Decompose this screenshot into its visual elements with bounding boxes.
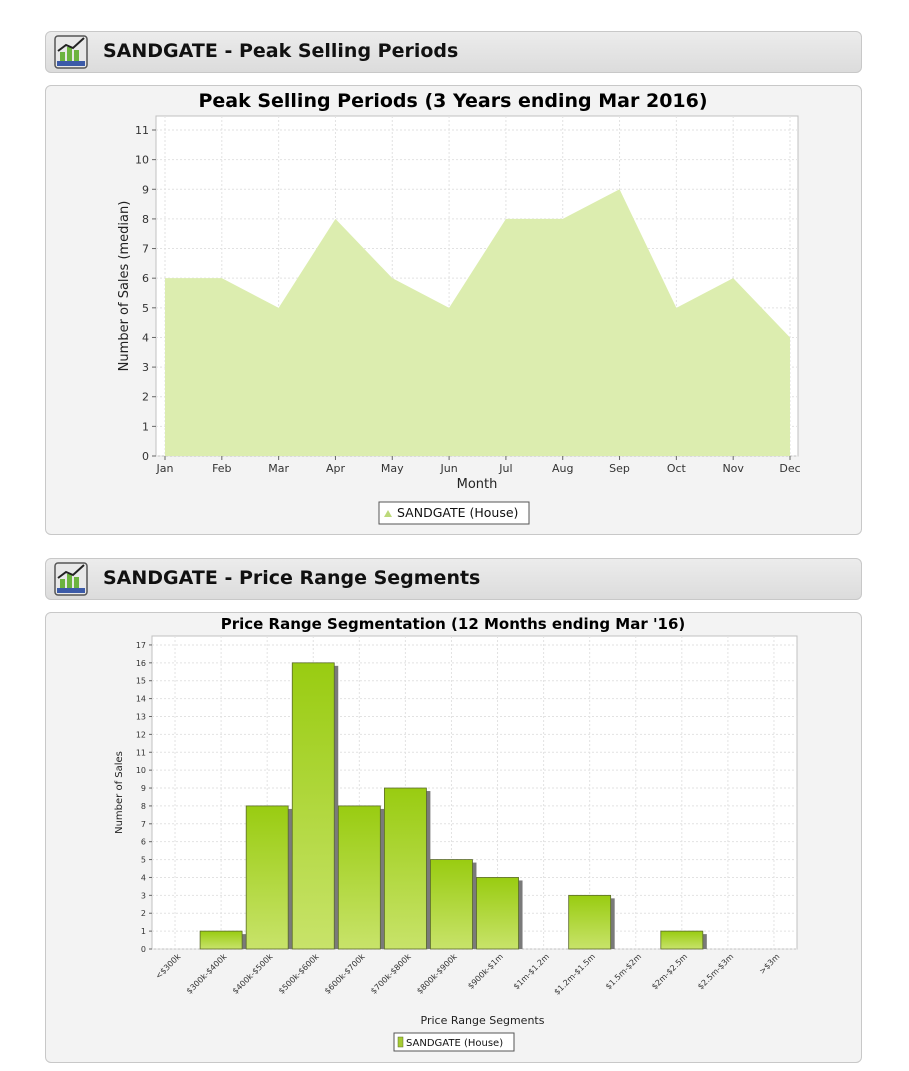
x-tick-label: Sep bbox=[609, 462, 630, 475]
y-tick-label: 3 bbox=[141, 891, 146, 900]
y-tick-label: 6 bbox=[142, 272, 149, 285]
x-tick-label: Apr bbox=[326, 462, 346, 475]
price-range-chart: Price Range Segmentation (12 Months endi… bbox=[114, 615, 798, 1052]
x-tick-label: Aug bbox=[552, 462, 573, 475]
x-tick-label: Nov bbox=[722, 462, 744, 475]
y-axis-label: Number of Sales (median) bbox=[117, 201, 132, 372]
bar-$900k-$1m bbox=[476, 877, 519, 950]
bar-$700k-$800k bbox=[383, 787, 427, 950]
x-tick-label: $2.5m-$3m bbox=[696, 952, 735, 991]
section-title: SANDGATE - Price Range Segments bbox=[103, 567, 481, 589]
y-tick-label: 10 bbox=[135, 154, 149, 167]
x-tick-label: Jul bbox=[498, 462, 512, 475]
y-tick-label: 10 bbox=[136, 766, 146, 775]
x-tick-label: $300k-$400k bbox=[185, 952, 229, 996]
legend-marker bbox=[397, 1036, 404, 1048]
y-tick-label: 4 bbox=[141, 873, 146, 882]
x-tick-label: $600k-$700k bbox=[323, 952, 367, 996]
x-tick-label: $1.2m-$1.5m bbox=[552, 952, 597, 997]
legend-label: SANDGATE (House) bbox=[397, 505, 518, 520]
price-range-panel: Price Range Segmentation (12 Months endi… bbox=[45, 612, 862, 1063]
legend: SANDGATE (House) bbox=[393, 1032, 515, 1052]
y-axis-label: Number of Sales bbox=[114, 751, 125, 834]
x-tick-label: $800k-$900k bbox=[415, 952, 459, 996]
area-series-sandgate bbox=[165, 189, 790, 456]
x-tick-label: $400k-$500k bbox=[231, 952, 275, 996]
x-tick-label: >$3m bbox=[758, 952, 782, 976]
x-tick-label: $2m-$2.5m bbox=[650, 952, 689, 991]
bar-$2m-$2.5m bbox=[660, 930, 704, 950]
bar-$500k-$600k bbox=[291, 662, 335, 950]
y-tick-label: 15 bbox=[136, 677, 146, 686]
x-tick-label: Feb bbox=[212, 462, 231, 475]
y-tick-label: 1 bbox=[142, 420, 149, 433]
y-tick-label: 5 bbox=[141, 856, 146, 865]
legend: SANDGATE (House) bbox=[378, 501, 530, 525]
x-tick-label: $900k-$1m bbox=[466, 952, 505, 991]
x-tick-label: <$300k bbox=[154, 952, 183, 981]
x-tick-label: Oct bbox=[667, 462, 687, 475]
y-tick-label: 16 bbox=[136, 659, 146, 668]
y-tick-label: 8 bbox=[141, 802, 146, 811]
y-tick-label: 13 bbox=[136, 712, 146, 721]
y-tick-label: 3 bbox=[142, 361, 149, 374]
y-tick-label: 14 bbox=[136, 695, 146, 704]
y-tick-label: 7 bbox=[141, 820, 146, 829]
y-tick-label: 11 bbox=[135, 124, 149, 137]
bar-$800k-$900k bbox=[430, 859, 473, 950]
y-tick-label: 9 bbox=[141, 784, 146, 793]
y-tick-label: 2 bbox=[142, 391, 149, 404]
legend-box bbox=[378, 501, 530, 525]
y-tick-label: 5 bbox=[142, 302, 149, 315]
y-tick-label: 4 bbox=[142, 331, 149, 344]
y-tick-label: 17 bbox=[136, 641, 146, 650]
x-axis-label: Month bbox=[457, 477, 498, 492]
bar-$1.2m-$1.5m bbox=[568, 894, 612, 950]
chart-title: Price Range Segmentation (12 Months endi… bbox=[221, 615, 686, 633]
x-tick-label: Mar bbox=[268, 462, 289, 475]
bar-$600k-$700k bbox=[337, 805, 381, 950]
chart-icon bbox=[54, 562, 88, 596]
chart-icon bbox=[54, 35, 88, 69]
legend-label: SANDGATE (House) bbox=[406, 1038, 503, 1049]
section-title: SANDGATE - Peak Selling Periods bbox=[103, 40, 459, 62]
y-tick-label: 6 bbox=[141, 838, 146, 847]
y-tick-label: 9 bbox=[142, 183, 149, 196]
x-tick-label: $1m-$1.2m bbox=[512, 952, 551, 991]
y-tick-label: 1 bbox=[141, 927, 146, 936]
x-tick-label: Jan bbox=[156, 462, 174, 475]
x-tick-label: Dec bbox=[779, 462, 800, 475]
y-tick-label: 0 bbox=[141, 945, 146, 954]
y-tick-label: 11 bbox=[136, 748, 146, 757]
x-tick-label: $1.5m-$2m bbox=[604, 952, 643, 991]
y-tick-label: 0 bbox=[142, 450, 149, 463]
section-header-peak-selling: SANDGATE - Peak Selling Periods bbox=[45, 31, 862, 73]
peak-selling-chart: Peak Selling Periods (3 Years ending Mar… bbox=[117, 90, 801, 525]
bar-$400k-$500k bbox=[245, 805, 289, 950]
chart-title: Peak Selling Periods (3 Years ending Mar… bbox=[198, 90, 707, 112]
x-tick-label: $700k-$800k bbox=[369, 952, 413, 996]
x-tick-label: May bbox=[381, 462, 404, 475]
section-header-price-range: SANDGATE - Price Range Segments bbox=[45, 558, 862, 600]
x-axis-label: Price Range Segments bbox=[421, 1014, 545, 1027]
y-tick-label: 8 bbox=[142, 213, 149, 226]
x-tick-label: Jun bbox=[439, 462, 457, 475]
y-tick-label: 2 bbox=[141, 909, 146, 918]
x-tick-label: $500k-$600k bbox=[277, 952, 321, 996]
bar-$300k-$400k bbox=[199, 930, 243, 950]
legend-marker bbox=[384, 510, 392, 517]
legend-box bbox=[393, 1032, 515, 1052]
y-tick-label: 7 bbox=[142, 243, 149, 256]
peak-selling-panel: Peak Selling Periods (3 Years ending Mar… bbox=[45, 85, 862, 535]
y-tick-label: 12 bbox=[136, 730, 146, 739]
